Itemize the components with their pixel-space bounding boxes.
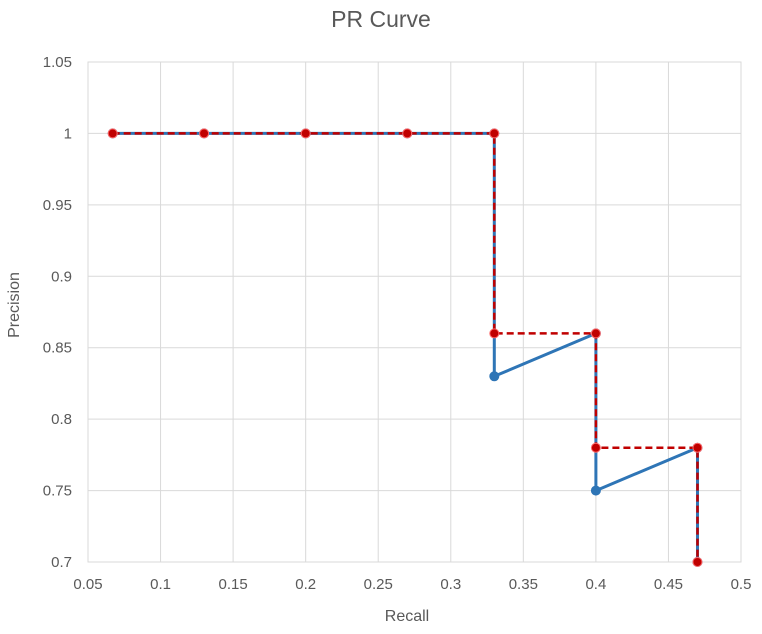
x-tick-label: 0.3 <box>440 576 461 593</box>
y-tick-label: 0.8 <box>51 411 72 428</box>
series-2-point <box>402 128 413 139</box>
series-1-point <box>489 371 500 382</box>
x-tick-label: 0.5 <box>731 576 752 593</box>
x-tick-label: 0.25 <box>364 576 393 593</box>
series-2-point <box>489 328 500 339</box>
series-2-point <box>300 128 311 139</box>
series-2-point <box>107 128 118 139</box>
y-tick-label: 0.9 <box>51 268 72 285</box>
x-tick-label: 0.35 <box>509 576 538 593</box>
y-tick-label: 1 <box>64 125 72 142</box>
x-tick-label: 0.05 <box>73 576 102 593</box>
series-2-point <box>692 557 703 567</box>
x-tick-label: 0.15 <box>219 576 248 593</box>
series-2-point <box>489 128 500 139</box>
series-2-point <box>692 442 703 453</box>
series-line-1 <box>112 131 699 562</box>
y-tick-label: 1.05 <box>43 54 72 71</box>
series-2-point <box>590 442 601 453</box>
y-tick-label: 0.95 <box>43 197 72 214</box>
y-tick-label: 0.85 <box>43 340 72 357</box>
x-axis-title: Recall <box>385 608 429 625</box>
series-1-point <box>590 485 601 496</box>
series-2-point <box>199 128 210 139</box>
y-tick-label: 0.7 <box>51 554 72 571</box>
chart-title: PR Curve <box>331 6 431 32</box>
x-tick-label: 0.45 <box>654 576 683 593</box>
x-tick-label: 0.2 <box>295 576 316 593</box>
series-line-2 <box>112 132 699 562</box>
x-tick-label: 0.1 <box>150 576 171 593</box>
x-tick-label: 0.4 <box>585 576 606 593</box>
series-2-point <box>590 328 601 339</box>
plot-area <box>87 61 742 563</box>
y-tick-label: 0.75 <box>43 483 72 500</box>
y-axis-title: Precision <box>6 272 23 338</box>
